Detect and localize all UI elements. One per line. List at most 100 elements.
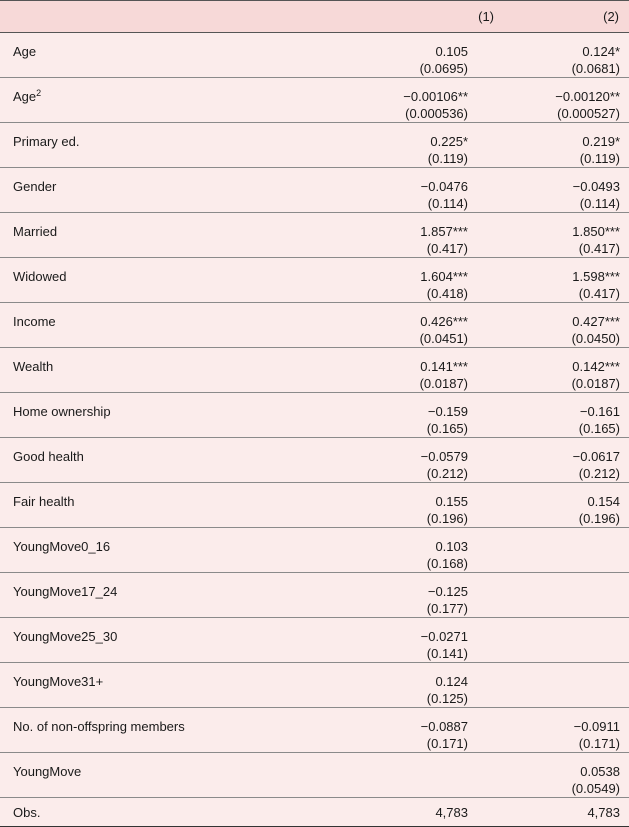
standard-error: (0.0451): [419, 331, 468, 346]
model-2-cell: −0.0911 (0.171): [516, 707, 629, 753]
coefficient: −0.125: [427, 584, 468, 599]
standard-error: (0.165): [426, 421, 468, 436]
variable-label: Married: [0, 212, 338, 258]
variable-name: Age: [13, 44, 37, 59]
model-2-cell: 0.427*** (0.0450): [516, 302, 629, 348]
standard-error: (0.0549): [571, 781, 620, 796]
coefficient: 0.219*: [582, 134, 620, 149]
standard-error: (0.000536): [405, 106, 468, 121]
table-row: Good health −0.0579 (0.212) −0.0617 (0.212): [0, 437, 629, 483]
coefficient: −0.0476: [420, 179, 468, 194]
model-2-cell: 0.124* (0.0681): [516, 32, 629, 78]
standard-error: (0.0187): [419, 376, 468, 391]
model-2-cell: [516, 662, 629, 708]
variable-superscript: 2: [36, 88, 42, 98]
standard-error: (0.119): [427, 151, 468, 166]
coefficient: −0.0271: [420, 629, 468, 644]
table-row: YoungMove0_16 0.103 (0.168): [0, 527, 629, 573]
coefficient: 0.225*: [430, 134, 468, 149]
coefficient: −0.00120**: [555, 89, 620, 104]
table-row: Widowed 1.604*** (0.418) 1.598*** (0.417): [0, 257, 629, 303]
model-2-cell: −0.0617 (0.212): [516, 437, 629, 483]
coefficient: −0.0911: [573, 719, 620, 734]
model-2-cell: 1.598*** (0.417): [516, 257, 629, 303]
standard-error: (0.125): [426, 691, 468, 706]
standard-error: (0.417): [578, 286, 620, 301]
variable-label: YoungMove31+: [0, 662, 338, 708]
header-model-2: (2): [516, 0, 629, 33]
standard-error: (0.114): [427, 196, 468, 211]
coefficient: −0.0579: [420, 449, 468, 464]
standard-error: (0.177): [426, 601, 468, 616]
model-2-cell: [516, 572, 629, 618]
variable-label: Age: [0, 32, 338, 78]
model-2-cell: [516, 617, 629, 663]
model-1-cell: 0.105 (0.0695): [338, 32, 516, 78]
table-row: Primary ed. 0.225* (0.119) 0.219* (0.119): [0, 122, 629, 168]
standard-error: (0.0450): [571, 331, 620, 346]
model-1-cell: 0.426*** (0.0451): [338, 302, 516, 348]
variable-name: Gender: [13, 179, 57, 194]
table-row: Age2 −0.00106** (0.000536) −0.00120** (0.000…: [0, 77, 629, 123]
standard-error: (0.196): [578, 511, 620, 526]
model-2-cell: [516, 527, 629, 573]
coefficient: 1.857***: [420, 224, 468, 239]
model-2-cell: 0.154 (0.196): [516, 482, 629, 528]
standard-error: (0.171): [578, 736, 620, 751]
coefficient: −0.0887: [420, 719, 468, 734]
coefficient: 1.604***: [420, 269, 468, 284]
variable-label: No. of non-offspring members: [0, 707, 338, 753]
variable-name: Income: [13, 314, 56, 329]
standard-error: (0.114): [579, 196, 620, 211]
model-2-cell: 0.0538 (0.0549): [516, 752, 629, 798]
table-row: Wealth 0.141*** (0.0187) 0.142*** (0.0187): [0, 347, 629, 393]
standard-error: (0.0695): [419, 61, 468, 76]
standard-error: (0.141): [426, 646, 468, 661]
table-body: Age 0.105 (0.0695) 0.124* (0.0681) Age2 −0.001…: [0, 32, 629, 827]
coefficient: −0.00106**: [403, 89, 468, 104]
standard-error: (0.212): [578, 466, 620, 481]
variable-label: YoungMove: [0, 752, 338, 798]
table-row: Age 0.105 (0.0695) 0.124* (0.0681): [0, 32, 629, 78]
table-row: YoungMove17_24 −0.125 (0.177): [0, 572, 629, 618]
variable-name: Widowed: [13, 269, 67, 284]
variable-label: YoungMove25_30: [0, 617, 338, 663]
variable-name: Age: [13, 89, 37, 104]
model-1-cell: −0.0271 (0.141): [338, 617, 516, 663]
table-row: YoungMove 0.0538 (0.0549): [0, 752, 629, 798]
variable-label: Good health: [0, 437, 338, 483]
standard-error: (0.168): [426, 556, 468, 571]
standard-error: (0.119): [579, 151, 620, 166]
table-row: Income 0.426*** (0.0451) 0.427*** (0.0450): [0, 302, 629, 348]
model-1-cell: 1.604*** (0.418): [338, 257, 516, 303]
model-1-cell: 0.124 (0.125): [338, 662, 516, 708]
header-row: (1) (2): [0, 0, 629, 33]
model-2-cell: 1.850*** (0.417): [516, 212, 629, 258]
variable-name: YoungMove31+: [13, 674, 104, 689]
standard-error: (0.417): [426, 241, 468, 256]
header-variable: [0, 0, 338, 33]
standard-error: (0.212): [426, 466, 468, 481]
standard-error: (0.171): [426, 736, 468, 751]
variable-label: Widowed: [0, 257, 338, 303]
standard-error: (0.417): [578, 241, 620, 256]
table-row: Married 1.857*** (0.417) 1.850*** (0.417): [0, 212, 629, 258]
variable-label: Gender: [0, 167, 338, 213]
observation-count: 4,783: [587, 805, 620, 820]
model-2-cell: −0.0493 (0.114): [516, 167, 629, 213]
variable-name: Fair health: [13, 494, 75, 509]
variable-name: YoungMove25_30: [13, 629, 118, 644]
model-1-cell: [338, 752, 516, 798]
observation-count: 4,783: [435, 805, 468, 820]
variable-label: Wealth: [0, 347, 338, 393]
coefficient: 0.155: [435, 494, 468, 509]
coefficient: 1.598***: [572, 269, 620, 284]
model-1-cell: −0.00106** (0.000536): [338, 77, 516, 123]
variable-name: YoungMove17_24: [13, 584, 118, 599]
model-1-cell: 0.141*** (0.0187): [338, 347, 516, 393]
model-1-cell: 0.103 (0.168): [338, 527, 516, 573]
variable-name: Married: [13, 224, 58, 239]
header-model-1: (1): [338, 0, 516, 33]
variable-label: Primary ed.: [0, 122, 338, 168]
